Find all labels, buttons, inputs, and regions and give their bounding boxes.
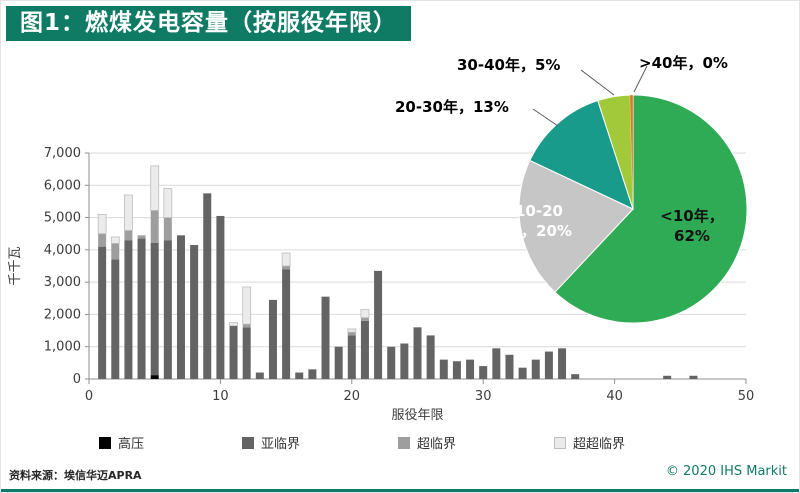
pie-label-10-20: 10-20年，20% <box>506 202 572 241</box>
svg-text:2,000: 2,000 <box>44 307 81 322</box>
pie-label-gt40: >40年，0% <box>639 54 728 72</box>
figure-title-bar: 图1：燃煤发电容量（按服役年限） <box>6 6 412 41</box>
bottom-accent-rule <box>1 489 799 492</box>
svg-text:50: 50 <box>738 389 755 404</box>
svg-text:10: 10 <box>212 389 229 404</box>
legend-label-yalinjie: 亚临界 <box>261 437 301 452</box>
svg-text:0: 0 <box>85 389 93 404</box>
pie-label-30-40: 30-40年，5% <box>457 56 561 74</box>
svg-text:20: 20 <box>344 389 361 404</box>
legend-swatch-yalinjie <box>242 436 255 449</box>
legend-label-gaoya: 高压 <box>118 437 145 452</box>
pie-label-20-30: 20-30年，13% <box>395 98 509 116</box>
legend-label-chaochaolinjie: 超超临界 <box>573 437 626 452</box>
legend-item-gaoya: 高压 <box>99 433 144 452</box>
svg-text:40: 40 <box>606 389 623 404</box>
legend-item-yalinjie: 亚临界 <box>242 433 300 452</box>
chart-legend: 高压 亚临界 超临界 超超临界 <box>1 433 799 452</box>
pie-label-lt10: <10年，62% <box>660 207 724 246</box>
source-note: 资料来源：埃信华迈APRA <box>9 469 142 482</box>
legend-swatch-chaochaolinjie <box>554 436 567 449</box>
legend-item-chaochaolinjie: 超超临界 <box>554 433 625 452</box>
bar-chart: 0 1,000 2,000 3,000 4,000 5,000 6,000 7,000 0 10 2… <box>8 146 755 421</box>
svg-text:30: 30 <box>475 389 492 404</box>
copyright-note: © 2020 IHS Markit <box>665 464 787 479</box>
svg-text:0: 0 <box>73 372 81 387</box>
svg-text:服役年限: 服役年限 <box>391 408 443 421</box>
legend-swatch-gaoya <box>99 436 111 449</box>
svg-text:3,000: 3,000 <box>44 275 81 290</box>
svg-text:4,000: 4,000 <box>44 243 81 258</box>
legend-label-chaolinjie: 超临界 <box>417 437 457 452</box>
svg-text:7,000: 7,000 <box>44 146 81 161</box>
svg-text:5,000: 5,000 <box>44 211 81 226</box>
svg-text:千千瓦: 千千瓦 <box>8 246 23 285</box>
pie-chart: 30-40年，5% >40年，0% 20-30年，13% 10-20年，20% … <box>381 46 781 331</box>
svg-text:1,000: 1,000 <box>44 340 81 355</box>
figure-title: 图1：燃煤发电容量（按服役年限） <box>20 10 398 36</box>
legend-item-chaolinjie: 超临界 <box>398 433 456 452</box>
pie-chart-canvas <box>518 65 748 324</box>
svg-text:6,000: 6,000 <box>44 178 81 193</box>
legend-swatch-chaolinjie <box>398 436 411 449</box>
